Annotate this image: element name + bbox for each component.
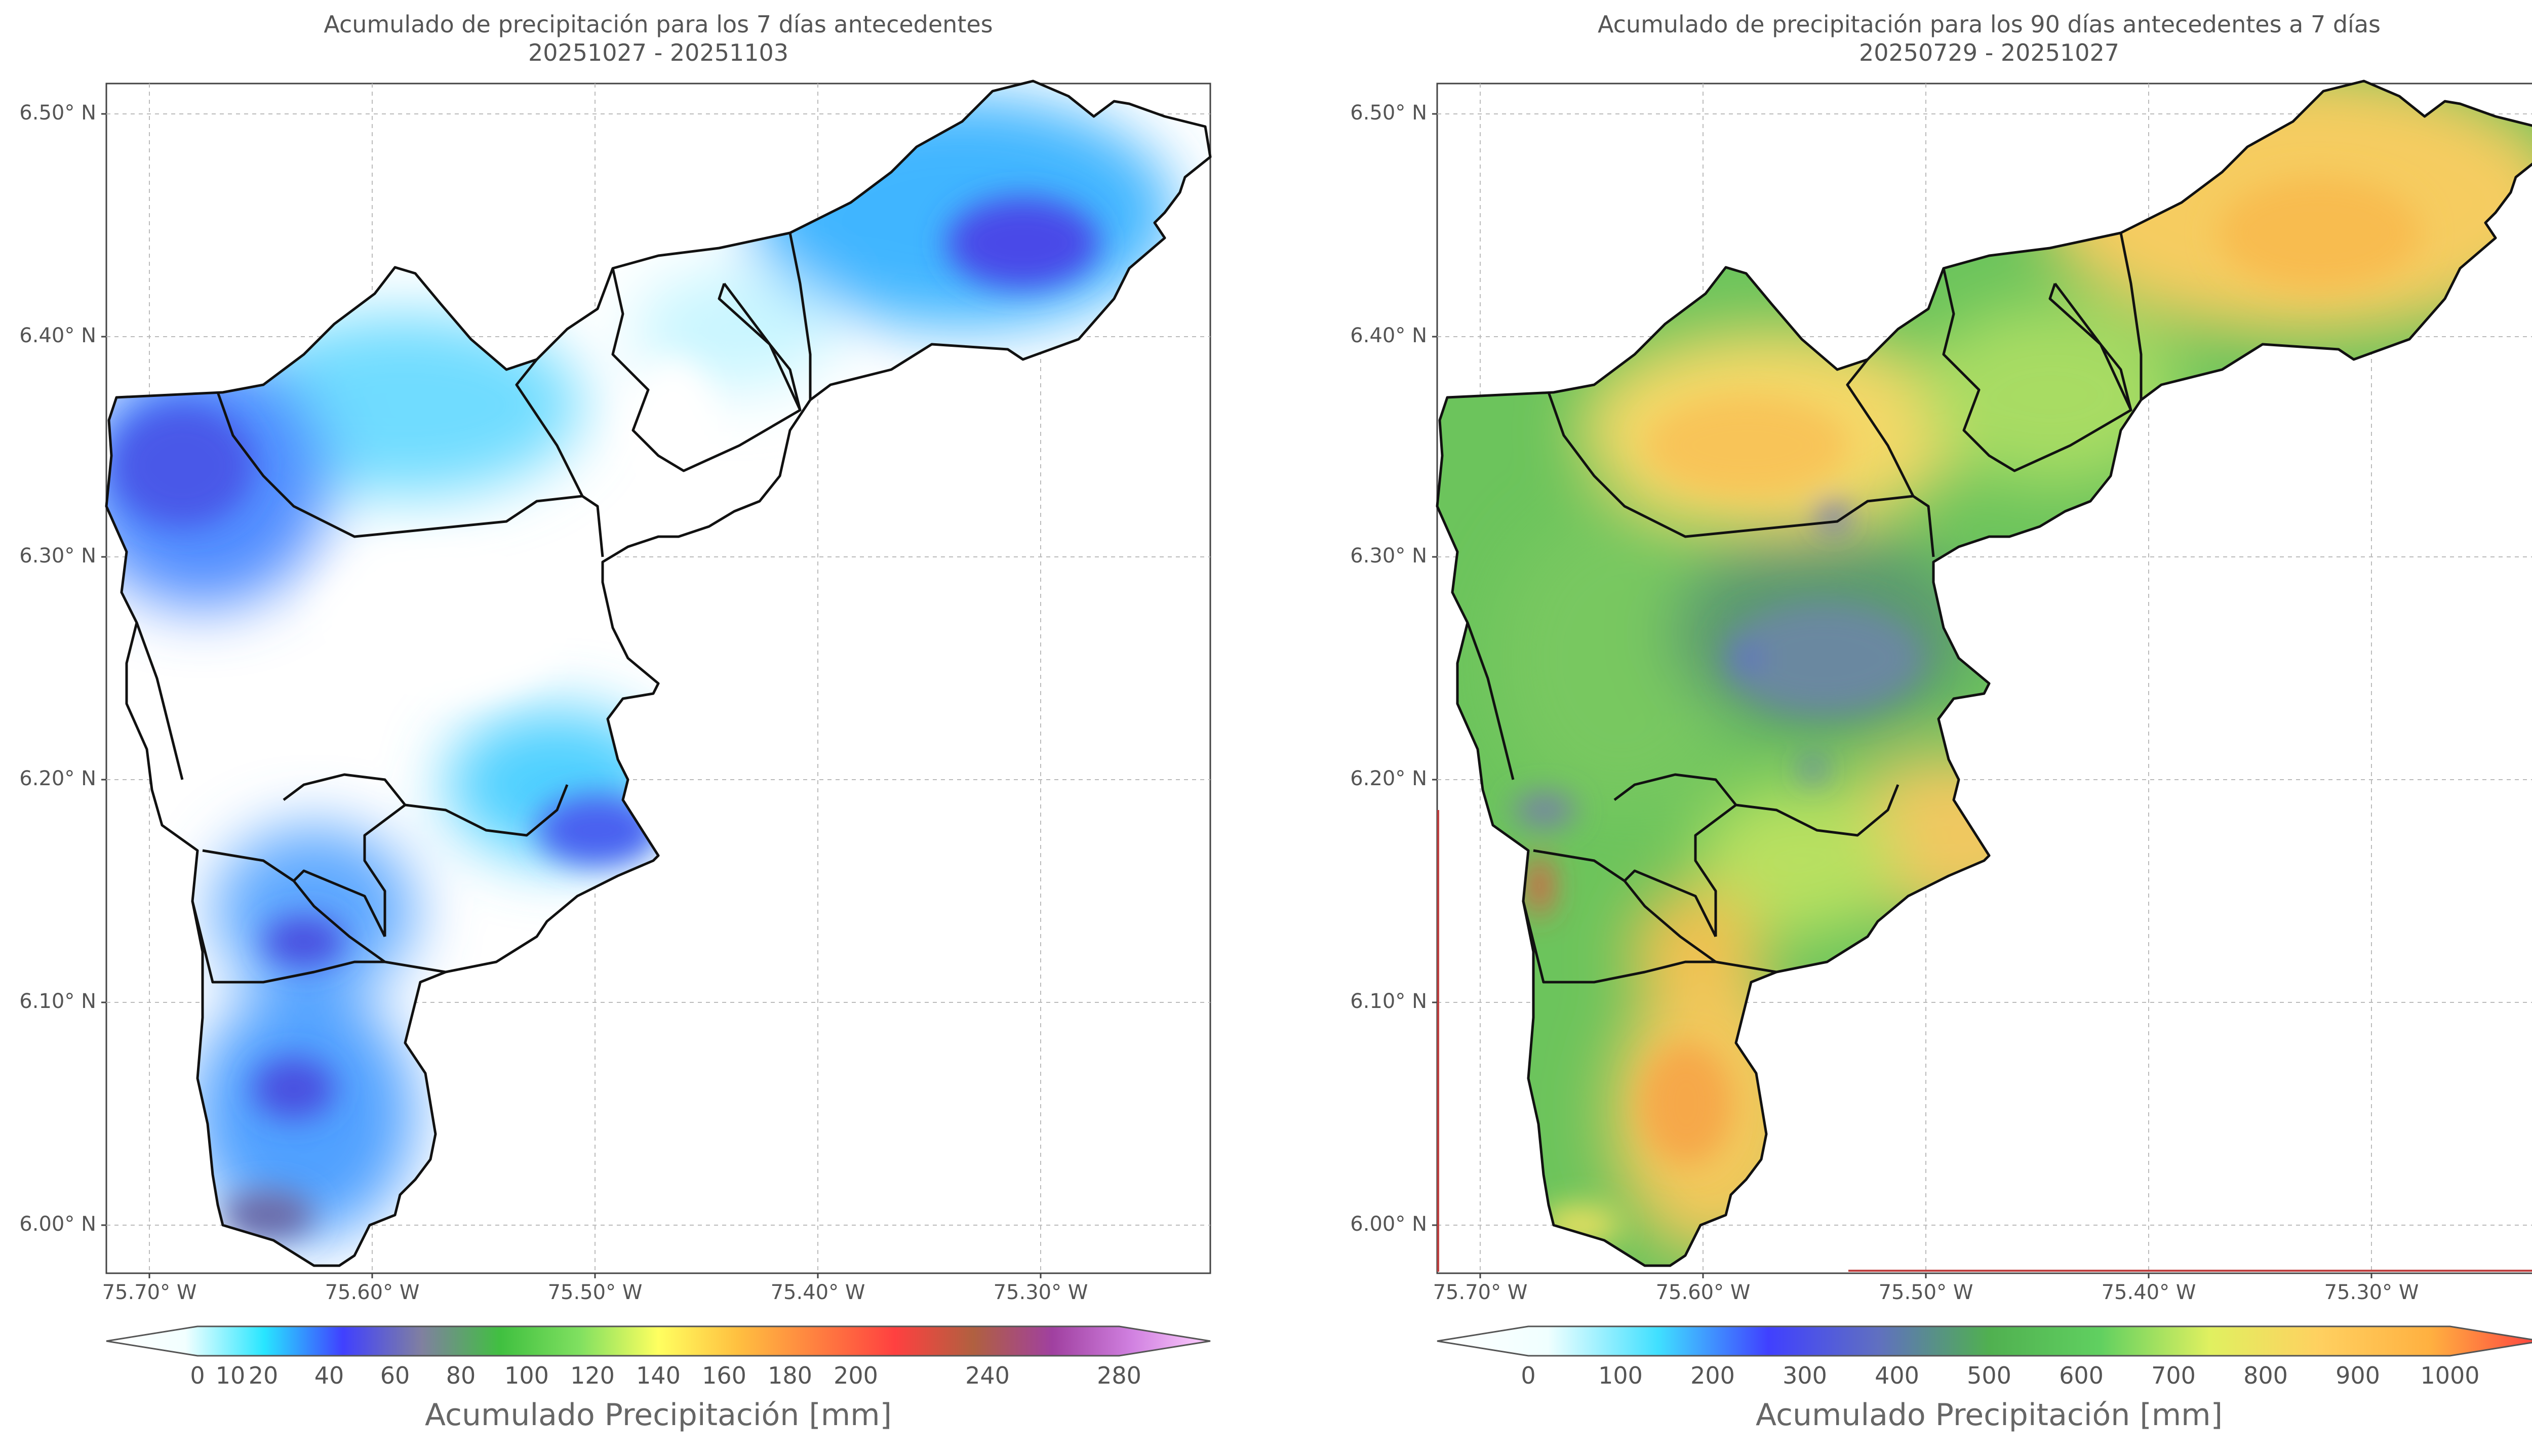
right-map-title: Acumulado de precipitación para los 90 d… [1437, 10, 2532, 67]
right-lon-tick: 75.30° W [2324, 1281, 2419, 1304]
right-lat-tick: 6.20° N [1350, 767, 1427, 790]
left-lat-tick: 6.10° N [19, 990, 96, 1013]
right-lon-tick: 75.70° W [1433, 1281, 1528, 1304]
right-colorbar [1437, 1325, 2532, 1357]
left-lon-tick: 75.70° W [102, 1281, 197, 1304]
right-lat-tick: 6.00° N [1350, 1212, 1427, 1236]
right-lat-tick: 6.30° N [1350, 544, 1427, 568]
right-colorbar-tick-label: 0 [1521, 1362, 1536, 1389]
left-colorbar-label: Acumulado Precipitación [mm] [424, 1397, 892, 1433]
right-colorbar-tick-label: 700 [2151, 1362, 2196, 1389]
left-map-title-dates: 20251027 - 20251103 [528, 39, 789, 66]
right-colorbar-tick-label: 300 [1783, 1362, 1827, 1389]
left-map-title-line1: Acumulado de precipitación para los 7 dí… [324, 11, 993, 38]
left-colorbar-tick-label: 160 [702, 1362, 746, 1389]
left-map-title: Acumulado de precipitación para los 7 dí… [106, 10, 1210, 67]
left-colorbar-tick-label: 40 [314, 1362, 344, 1389]
right-colorbar-ramp [1437, 1325, 2532, 1357]
left-lat-tick: 6.00° N [19, 1212, 96, 1236]
left-lon-tick: 75.40° W [770, 1281, 865, 1304]
right-map-title-dates: 20250729 - 20251027 [1858, 39, 2120, 66]
right-axis-ticks [1432, 113, 2372, 1278]
left-colorbar-tick-label: 10 [215, 1362, 246, 1389]
right-lon-tick: 75.40° W [2101, 1281, 2196, 1304]
left-lon-tick: 75.30° W [993, 1281, 1088, 1304]
right-colorbar-tick-label: 200 [1690, 1362, 1735, 1389]
right-lat-tick: 6.40° N [1350, 324, 1427, 347]
right-municipal-boundaries [1437, 81, 2532, 1266]
right-colorbar-tick-label: 900 [2336, 1362, 2380, 1389]
left-municipal-boundaries [106, 81, 1210, 1266]
right-map-title-line1: Acumulado de precipitación para los 90 d… [1597, 11, 2381, 38]
left-colorbar-tick-label: 120 [570, 1362, 615, 1389]
left-colorbar-tick-label: 200 [834, 1362, 878, 1389]
right-colorbar-tick-label: 1000 [2420, 1362, 2480, 1389]
left-lat-tick: 6.20° N [19, 767, 96, 790]
left-colorbar-tick-label: 20 [248, 1362, 279, 1389]
right-colorbar-tick-label: 600 [2059, 1362, 2104, 1389]
right-colorbar-tick-label: 100 [1598, 1362, 1643, 1389]
left-lat-tick: 6.30° N [19, 544, 96, 568]
right-colorbar-tick-label: 800 [2243, 1362, 2288, 1389]
right-colorbar-tick-label: 400 [1875, 1362, 1919, 1389]
left-colorbar-tick-label: 240 [965, 1362, 1010, 1389]
right-map-panel [1432, 71, 2532, 1278]
left-colorbar [106, 1325, 1211, 1357]
left-colorbar-tick-label: 80 [446, 1362, 476, 1389]
right-colorbar-label: Acumulado Precipitación [mm] [1755, 1397, 2223, 1433]
left-lon-tick: 75.50° W [547, 1281, 643, 1304]
right-colorbar-tick-label: 500 [1967, 1362, 2011, 1389]
left-lat-tick: 6.50° N [19, 101, 96, 125]
left-lon-tick: 75.60° W [325, 1281, 420, 1304]
right-lon-tick: 75.60° W [1655, 1281, 1751, 1304]
left-colorbar-tick-label: 140 [636, 1362, 681, 1389]
left-colorbar-tick-label: 180 [768, 1362, 812, 1389]
right-lat-tick: 6.10° N [1350, 990, 1427, 1013]
left-lat-tick: 6.40° N [19, 324, 96, 347]
left-colorbar-tick-label: 280 [1097, 1362, 1141, 1389]
right-lat-tick: 6.50° N [1350, 101, 1427, 125]
left-colorbar-tick-label: 100 [504, 1362, 549, 1389]
left-colorbar-ramp [106, 1325, 1211, 1357]
right-lon-tick: 75.50° W [1878, 1281, 1973, 1304]
left-colorbar-tick-label: 60 [380, 1362, 410, 1389]
left-colorbar-tick-label: 0 [190, 1362, 205, 1389]
left-axis-ticks [101, 113, 1042, 1278]
left-map-panel [101, 76, 1241, 1278]
